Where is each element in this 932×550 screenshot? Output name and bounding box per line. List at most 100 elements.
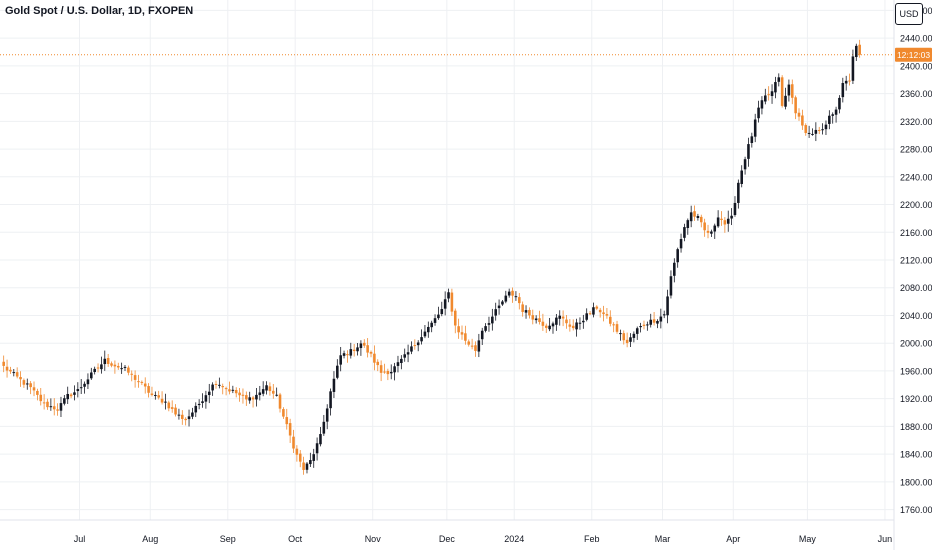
candle-body (373, 353, 376, 363)
candle-body (359, 343, 363, 349)
y-tick-label: 2280.00 (900, 145, 932, 155)
candle-body (157, 395, 160, 398)
x-tick-label: Jun (878, 534, 893, 544)
x-tick-label: Sep (220, 534, 236, 544)
candle-body (858, 44, 861, 55)
candle-body (272, 390, 275, 394)
candle-body (679, 239, 683, 249)
candle-body (544, 325, 548, 328)
y-tick-label: 2080.00 (900, 283, 932, 293)
candle-body (113, 364, 117, 367)
candle-body (137, 381, 140, 383)
candle-body (790, 84, 794, 98)
y-tick-label: 2120.00 (900, 256, 932, 266)
y-tick-label: 2360.00 (900, 89, 932, 99)
candle-body (96, 367, 100, 369)
candle-body (127, 367, 130, 373)
candle-body (457, 326, 460, 333)
candle-body (423, 331, 427, 337)
candle-body (73, 392, 76, 395)
candle-body (194, 405, 198, 413)
candle-body (797, 112, 801, 117)
candle-body (19, 377, 22, 380)
currency-button[interactable]: USD (895, 3, 923, 25)
candle-body (76, 389, 80, 392)
candle-body (521, 304, 524, 312)
candle-body (204, 395, 208, 402)
candle-body (568, 324, 572, 327)
candle-body (585, 313, 588, 320)
candle-body (59, 403, 63, 411)
candle-body (386, 370, 390, 375)
candle-body (750, 136, 754, 143)
candle-body (757, 107, 760, 119)
candle-body (430, 322, 433, 328)
candle-body (565, 319, 568, 324)
candle-body (673, 262, 676, 276)
candle-body (440, 309, 444, 315)
candle-body (420, 337, 423, 342)
candle-body (494, 309, 497, 316)
candle-body (352, 349, 356, 352)
candle-body (52, 406, 56, 410)
candle-body (403, 354, 406, 358)
candle-body (659, 316, 663, 322)
candle-body (514, 296, 518, 298)
candle-body (605, 314, 609, 316)
candle-body (184, 418, 187, 421)
candle-body (662, 314, 666, 316)
candle-body (79, 387, 83, 389)
candle-body (224, 388, 228, 390)
y-tick-label: 1760.00 (900, 505, 932, 515)
candle-body (366, 345, 369, 353)
candle-body (393, 366, 396, 373)
y-tick-label: 2320.00 (900, 117, 932, 127)
y-tick-label: 2400.00 (900, 61, 932, 71)
candle-body (369, 351, 373, 354)
candle-body (686, 220, 690, 229)
candle-body (140, 381, 144, 383)
candle-body (228, 389, 231, 392)
candle-body (716, 217, 720, 227)
candle-body (106, 357, 110, 364)
candle-body (625, 339, 629, 344)
candle-body (470, 345, 474, 347)
candle-body (443, 299, 447, 309)
candle-body (160, 398, 164, 403)
candle-body (612, 324, 615, 326)
candle-body (632, 333, 636, 338)
y-axis[interactable]: 2480.002440.002400.002360.002320.002280.… (893, 0, 932, 550)
candle-body (511, 290, 514, 296)
candle-body (784, 95, 787, 107)
candle-body (528, 309, 531, 316)
candle-body (524, 310, 528, 313)
candle-body (656, 320, 659, 324)
candle-body (251, 397, 255, 400)
candle-body (197, 403, 201, 406)
candle-body (787, 84, 791, 96)
candle-body (807, 132, 811, 134)
candle-body (592, 307, 595, 315)
candle-body (814, 129, 818, 134)
candle-body (753, 119, 757, 137)
candle-body (504, 295, 508, 302)
candle-body (362, 342, 366, 346)
candle-body (241, 394, 245, 396)
candle-body (309, 460, 312, 465)
x-tick-label: May (799, 534, 817, 544)
candle-body (693, 211, 696, 217)
candle-body (116, 365, 120, 368)
candle-body (851, 56, 855, 81)
x-tick-label: 2024 (504, 534, 524, 544)
candle-body (824, 124, 828, 130)
candle-body (154, 395, 157, 397)
price-badge-layer: 12:12:03 (895, 47, 932, 62)
x-axis[interactable]: Jul Aug Sep Oct Nov Dec 2024 Feb Mar Apr May Jun (0, 519, 894, 544)
candle-body (346, 354, 349, 356)
candle-body (855, 45, 858, 58)
candle-body (730, 215, 733, 219)
y-tick-label: 1880.00 (900, 422, 932, 432)
candle-body (740, 170, 743, 184)
candle-body (689, 212, 693, 222)
candle-body (706, 230, 710, 233)
